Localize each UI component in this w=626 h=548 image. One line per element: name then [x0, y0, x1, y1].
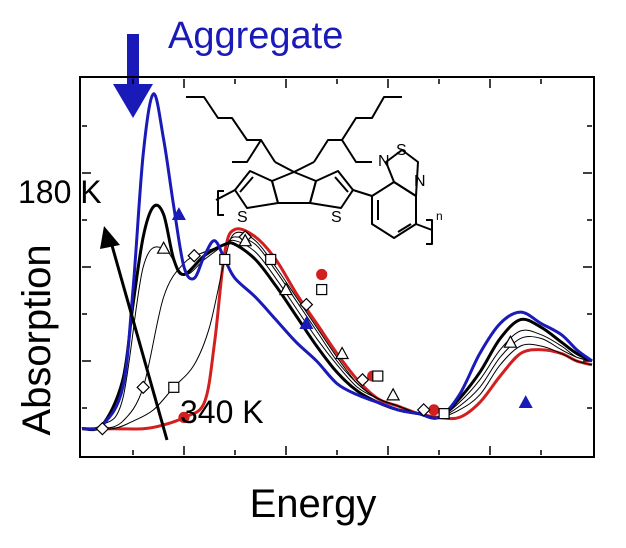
series-3-marker-5 — [503, 334, 518, 348]
y-axis-label: Absorption — [15, 244, 59, 435]
series-line-1 — [81, 231, 593, 430]
series-5-marker-2 — [518, 395, 533, 408]
atom-N-top-left: N — [378, 153, 390, 170]
data-markers — [95, 207, 533, 436]
series-line-0 — [81, 227, 593, 431]
series-2-marker-4 — [299, 297, 314, 312]
series-line-3 — [81, 239, 593, 430]
atom-S-left: S — [237, 209, 248, 226]
series-2-marker-0 — [95, 421, 110, 436]
series-0-marker-1 — [316, 268, 328, 281]
series-2-marker-6 — [416, 403, 431, 417]
series-2-marker-5 — [355, 372, 370, 387]
series-3-marker-0 — [156, 240, 171, 254]
series-1-marker-2 — [265, 253, 277, 266]
molecule-atom-labels: S S N S N n — [237, 142, 443, 226]
repeat-subscript: n — [436, 209, 443, 223]
series-1-marker-5 — [438, 408, 450, 420]
temperature-arrow — [100, 226, 169, 441]
aggregate-label: Aggregate — [168, 15, 343, 57]
atom-S-bridge: S — [396, 142, 407, 159]
series-2-marker-1 — [136, 380, 151, 395]
atom-N-top-right: N — [414, 173, 426, 190]
series-1-marker-3 — [316, 283, 328, 296]
axis-ticks — [82, 79, 592, 455]
series-1-marker-1 — [219, 253, 231, 266]
series-3-marker-1 — [238, 233, 253, 247]
series-line-2 — [81, 236, 593, 430]
data-curves — [81, 92, 593, 432]
series-2-marker-2 — [187, 248, 202, 263]
series-1-marker-0 — [168, 381, 180, 393]
series-5-marker-0 — [171, 207, 186, 220]
series-line-5 — [81, 92, 593, 431]
series-3-marker-2 — [278, 282, 294, 296]
series-3-marker-3 — [335, 346, 350, 360]
aggregate-arrow — [113, 34, 153, 118]
series-0-marker-0 — [178, 411, 190, 423]
plot-frame — [79, 76, 595, 458]
low-temp-label: 340 K — [180, 394, 264, 430]
atom-S-right: S — [331, 209, 342, 226]
polymer-structure — [186, 96, 433, 245]
x-axis-label: Energy — [250, 482, 377, 526]
high-temp-label: 180 K — [18, 174, 102, 210]
series-5-marker-1 — [299, 316, 314, 329]
series-3-marker-4 — [386, 387, 401, 401]
series-1-marker-4 — [372, 370, 384, 382]
